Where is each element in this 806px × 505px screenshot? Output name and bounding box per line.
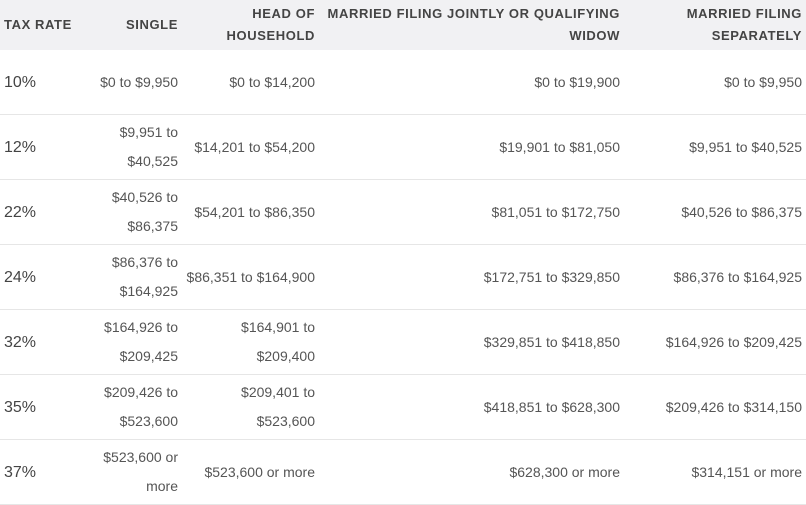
bracket-cell: $209,426 to $314,150 <box>624 374 806 440</box>
table-row: 37% $523,600 or more $523,600 or more $628,… <box>0 439 806 505</box>
bracket-cell: $164,926 to $209,425 <box>92 309 182 375</box>
header-cell: SINGLE <box>92 0 182 50</box>
header-cell: MARRIED FILING SEPARATELY <box>624 0 806 50</box>
tax-rate-cell: 24% <box>0 244 92 310</box>
bracket-cell: $523,600 or more <box>92 439 182 505</box>
table-row: 32% $164,926 to $209,425 $164,901 to $209,… <box>0 309 806 375</box>
bracket-cell: $314,151 or more <box>624 439 806 505</box>
bracket-cell: $418,851 to $628,300 <box>319 374 624 440</box>
bracket-cell: $164,901 to $209,400 <box>182 309 319 375</box>
bracket-cell: $164,926 to $209,425 <box>624 309 806 375</box>
header-cell: MARRIED FILING JOINTLY OR QUALIFYING WID… <box>319 0 624 50</box>
bracket-cell: $628,300 or more <box>319 439 624 505</box>
bracket-cell: $9,951 to $40,525 <box>92 114 182 180</box>
bracket-cell: $86,376 to $164,925 <box>624 244 806 310</box>
bracket-cell: $86,376 to $164,925 <box>92 244 182 310</box>
bracket-cell: $54,201 to $86,350 <box>182 179 319 245</box>
bracket-cell: $329,851 to $418,850 <box>319 309 624 375</box>
bracket-cell: $172,751 to $329,850 <box>319 244 624 310</box>
bracket-cell: $0 to $9,950 <box>624 50 806 115</box>
tax-rate-cell: 22% <box>0 179 92 245</box>
table-row: 12% $9,951 to $40,525 $14,201 to $54,200 $1… <box>0 114 806 180</box>
header-row: TAX RATE SINGLE HEAD OF HOUSEHOLD MARRIED F… <box>0 0 806 50</box>
bracket-cell: $40,526 to $86,375 <box>624 179 806 245</box>
bracket-cell: $523,600 or more <box>182 439 319 505</box>
bracket-cell: $9,951 to $40,525 <box>624 114 806 180</box>
bracket-cell: $0 to $14,200 <box>182 50 319 115</box>
bracket-cell: $0 to $19,900 <box>319 50 624 115</box>
table-header: TAX RATE SINGLE HEAD OF HOUSEHOLD MARRIED F… <box>0 0 806 50</box>
tax-rate-cell: 35% <box>0 374 92 440</box>
table-row: 24% $86,376 to $164,925 $86,351 to $164,90… <box>0 244 806 310</box>
bracket-cell: $209,401 to $523,600 <box>182 374 319 440</box>
bracket-cell: $40,526 to $86,375 <box>92 179 182 245</box>
table-row: 22% $40,526 to $86,375 $54,201 to $86,350 $… <box>0 179 806 245</box>
bracket-cell: $81,051 to $172,750 <box>319 179 624 245</box>
table-body: 10% $0 to $9,950 $0 to $14,200 $0 to $19,90… <box>0 50 806 505</box>
tax-rate-cell: 10% <box>0 50 92 115</box>
bracket-cell: $209,426 to $523,600 <box>92 374 182 440</box>
bracket-cell: $14,201 to $54,200 <box>182 114 319 180</box>
table-row: 35% $209,426 to $523,600 $209,401 to $523,… <box>0 374 806 440</box>
header-cell: HEAD OF HOUSEHOLD <box>182 0 319 50</box>
header-cell: TAX RATE <box>0 0 92 50</box>
table-row: 10% $0 to $9,950 $0 to $14,200 $0 to $19,90… <box>0 50 806 115</box>
tax-rate-cell: 32% <box>0 309 92 375</box>
bracket-cell: $86,351 to $164,900 <box>182 244 319 310</box>
bracket-cell: $19,901 to $81,050 <box>319 114 624 180</box>
tax-rate-cell: 12% <box>0 114 92 180</box>
bracket-cell: $0 to $9,950 <box>92 50 182 115</box>
tax-rate-cell: 37% <box>0 439 92 505</box>
